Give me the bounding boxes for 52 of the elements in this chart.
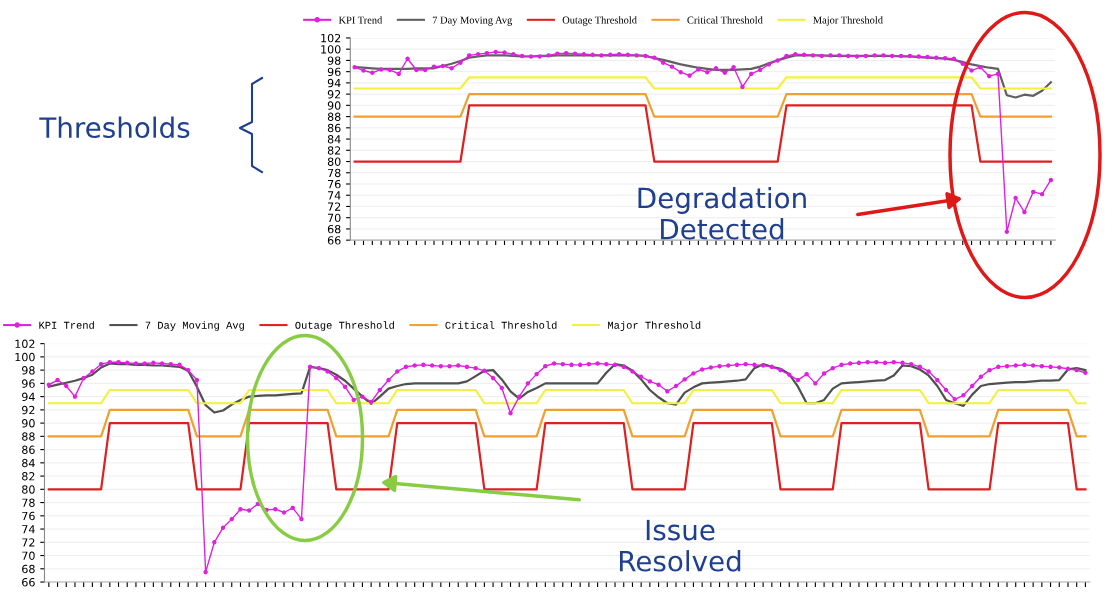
y-tick-label: 96 bbox=[22, 379, 35, 388]
y-tick-label: 92 bbox=[327, 90, 341, 99]
y-tick-label: 98 bbox=[327, 56, 341, 65]
legend-label: Major Threshold bbox=[608, 321, 701, 331]
legend-label: KPI Trend bbox=[39, 321, 94, 329]
y-tick-label: 84 bbox=[22, 458, 35, 468]
legend-label: Critical Threshold bbox=[687, 16, 763, 24]
text: Thresholds bbox=[39, 116, 190, 139]
y-tick-label: 66 bbox=[22, 578, 35, 587]
y-tick-label: 76 bbox=[328, 179, 341, 189]
annotation: Issue Resolved bbox=[619, 519, 741, 572]
y-tick-label: 94 bbox=[327, 78, 341, 88]
y-tick-label: 78 bbox=[328, 168, 341, 178]
y-tick-label: 98 bbox=[22, 366, 35, 375]
legend-label: Outage Threshold bbox=[562, 16, 637, 26]
y-tick-label: 92 bbox=[22, 405, 35, 415]
y-tick-label: 94 bbox=[22, 392, 35, 401]
y-tick-label: 86 bbox=[22, 445, 35, 454]
y-tick-label: 84 bbox=[327, 135, 341, 144]
legend-label: 7 Day Moving Avg bbox=[432, 16, 513, 26]
y-tick-label: 82 bbox=[327, 146, 341, 155]
annotation: Degradation Detected bbox=[638, 187, 806, 240]
legend-label: Critical Threshold bbox=[445, 321, 557, 329]
y-tick-label: 72 bbox=[328, 202, 341, 211]
y-tick-label: 100 bbox=[15, 352, 35, 362]
y-tick-label: 102 bbox=[15, 339, 35, 349]
y-tick-label: 68 bbox=[327, 224, 341, 234]
legend-label: 7 Day Moving Avg bbox=[145, 321, 244, 331]
y-tick-label: 80 bbox=[327, 157, 341, 166]
y-tick-label: 96 bbox=[327, 67, 341, 77]
legend-label: Outage Threshold bbox=[295, 321, 394, 331]
y-tick-label: 74 bbox=[22, 525, 35, 534]
line-series bbox=[47, 362, 1087, 414]
y-tick-label: 70 bbox=[328, 213, 341, 223]
y-tick-label: 102 bbox=[321, 33, 341, 43]
y-tick-label: 86 bbox=[327, 123, 341, 133]
legend-label: KPI Trend bbox=[338, 16, 383, 24]
y-tick-label: 90 bbox=[327, 101, 341, 110]
y-tick-label: 68 bbox=[22, 564, 35, 574]
y-tick-label: 82 bbox=[22, 472, 35, 481]
y-tick-label: 66 bbox=[327, 236, 341, 245]
y-tick-label: 76 bbox=[22, 511, 35, 521]
y-tick-label: 90 bbox=[22, 419, 35, 428]
y-tick-label: 88 bbox=[327, 112, 341, 121]
y-tick-label: 80 bbox=[22, 485, 35, 494]
y-tick-label: 74 bbox=[328, 191, 341, 200]
y-tick-label: 88 bbox=[22, 432, 35, 441]
y-tick-label: 72 bbox=[22, 538, 35, 547]
legend-label: Major Threshold bbox=[813, 16, 883, 26]
y-tick-label: 78 bbox=[22, 498, 35, 507]
y-tick-label: 100 bbox=[321, 45, 341, 54]
y-tick-label: 70 bbox=[22, 551, 35, 560]
